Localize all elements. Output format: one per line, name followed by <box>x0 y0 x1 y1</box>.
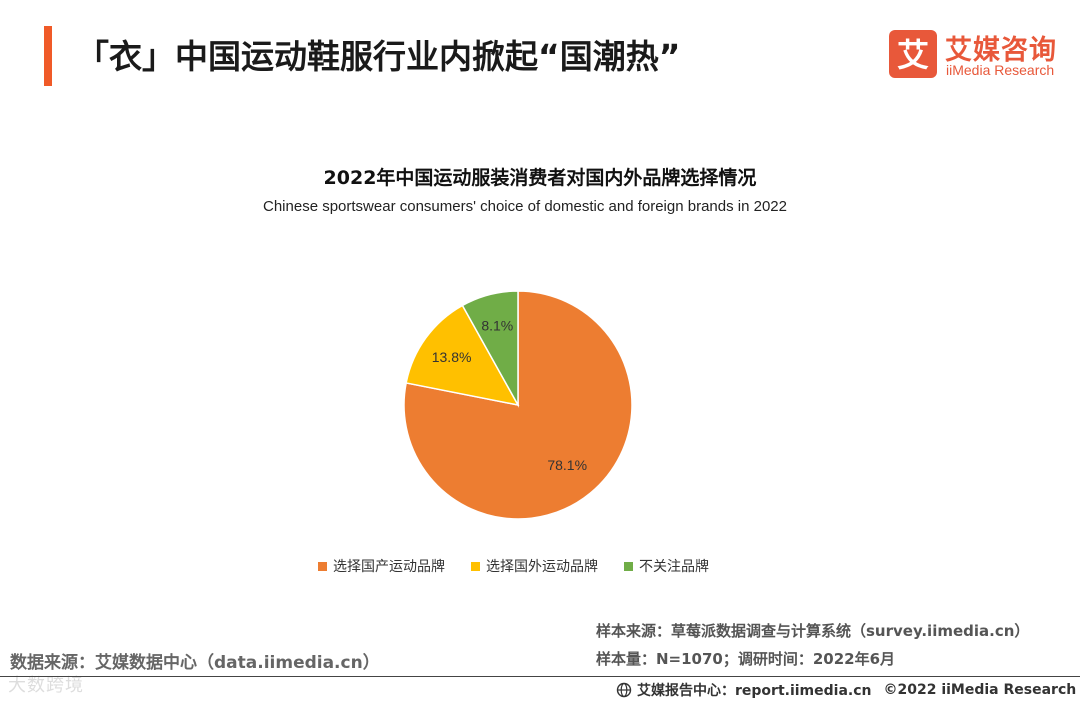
footer-copyright: ©2022 iiMedia Research Inc <box>883 682 1080 698</box>
footer: 艾媒报告中心：report.iimedia.cn ©2022 iiMedia R… <box>616 680 1080 700</box>
pie-slice-no-preference <box>461 290 519 408</box>
footer-report-link[interactable]: 艾媒报告中心：report.iimedia.cn <box>637 683 872 699</box>
title-accent-bar <box>44 26 52 86</box>
footer-divider <box>0 676 1080 677</box>
legend-label-no-preference: 不关注品牌 <box>639 559 709 575</box>
chart-subtitle: Chinese sportswear consumers' choice of … <box>263 198 787 215</box>
iimedia-logo: 艾 艾媒咨询 iiMedia Research <box>889 30 1064 82</box>
logo-text-en: iiMedia Research <box>946 62 1055 78</box>
legend-item-foreign: 选择国外运动品牌 <box>471 556 598 576</box>
legend-swatch-no-preference <box>624 561 633 571</box>
slice-label-domestic: 78.1% <box>547 457 587 473</box>
legend-swatch-foreign <box>471 561 480 571</box>
chart-title: 2022年中国运动服装消费者对国内外品牌选择情况 <box>323 167 757 189</box>
logo-mark-icon: 艾 <box>889 30 937 78</box>
legend-item-no-preference: 不关注品牌 <box>624 556 709 576</box>
sample-size-note: 样本量：N=1070；调研时间：2022年6月 <box>596 650 896 668</box>
slice-label-foreign: 13.8% <box>432 349 472 365</box>
legend-item-domestic: 选择国产运动品牌 <box>318 556 445 576</box>
sample-source-note: 样本来源：草莓派数据调查与计算系统（survey.iimedia.cn） <box>596 622 1030 640</box>
legend-label-domestic: 选择国产运动品牌 <box>333 559 445 575</box>
data-source-note: 数据来源：艾媒数据中心（data.iimedia.cn） <box>10 653 380 673</box>
slice-label-no-preference: 8.1% <box>481 318 513 334</box>
legend-swatch-domestic <box>318 561 327 571</box>
page-title: 「衣」中国运动鞋服行业内掀起“国潮热” <box>76 37 681 76</box>
watermark: 大数跨境 <box>8 675 84 696</box>
logo-text-cn: 艾媒咨询 <box>945 35 1057 66</box>
legend-label-foreign: 选择国外运动品牌 <box>486 559 598 575</box>
globe-icon <box>616 682 632 698</box>
chart-legend: 选择国产运动品牌 选择国外运动品牌 不关注品牌 <box>318 556 709 576</box>
pie-slice-foreign <box>405 304 520 407</box>
pie-chart: 78.1% 13.8% 8.1% <box>403 290 633 520</box>
logo-mark-char: 艾 <box>897 36 929 74</box>
